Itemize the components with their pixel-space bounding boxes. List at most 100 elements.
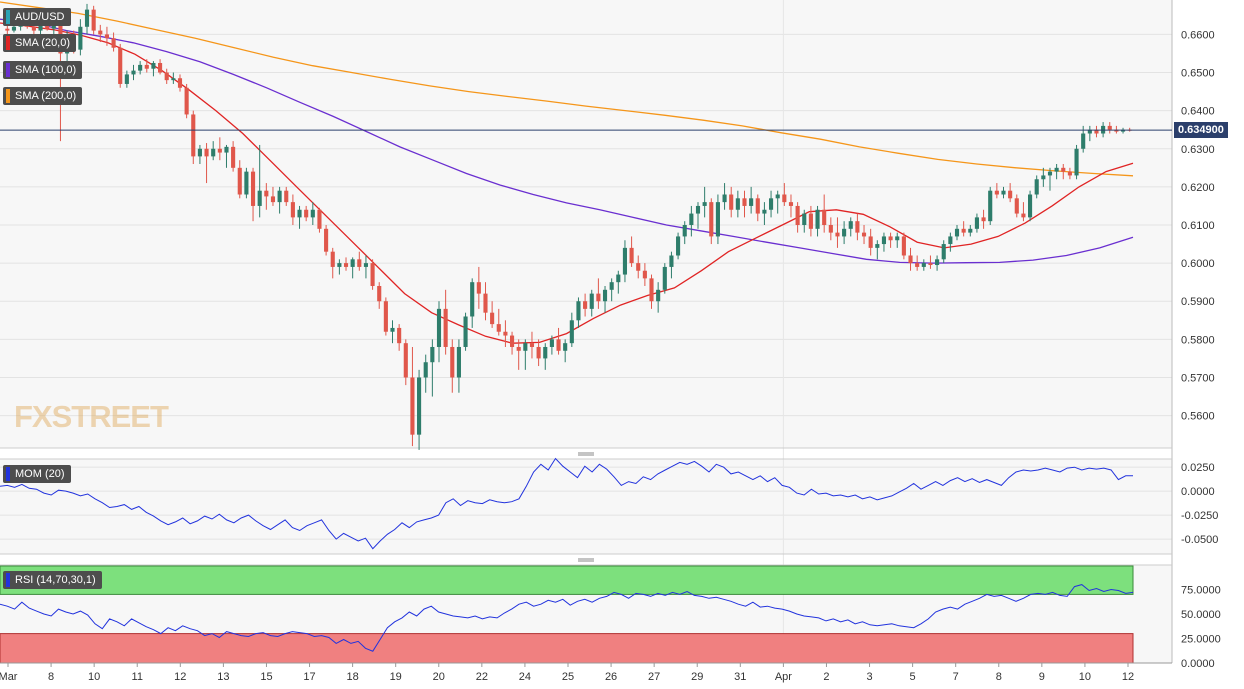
x-tick-label: 7: [953, 671, 959, 683]
candle-body-up: [689, 213, 694, 225]
candle-body-down: [808, 213, 813, 229]
candle-body-up: [417, 377, 422, 435]
x-tick-label: 2: [823, 671, 829, 683]
x-tick-label: 27: [648, 671, 660, 683]
candle-body-up: [456, 346, 461, 378]
candle-body-down: [1014, 198, 1019, 214]
candle-body-up: [1081, 133, 1086, 149]
candle-body-down: [901, 236, 906, 256]
candle-body-up: [277, 190, 282, 203]
candle-body-up: [84, 9, 90, 27]
candle-body-down: [928, 263, 933, 266]
candle-body-up: [768, 198, 774, 210]
price-panel-bg: [0, 0, 1172, 448]
candle-body-down: [5, 28, 10, 31]
candle-body-down: [330, 251, 335, 267]
candle-body-up: [935, 259, 940, 266]
candle-body-down: [729, 194, 734, 210]
candle-body-down: [377, 285, 382, 302]
candle-body-down: [483, 293, 488, 313]
candle-body-up: [563, 343, 568, 351]
candle-body-up: [921, 263, 926, 267]
x-tick-label: 8: [996, 671, 1002, 683]
candle-body-up: [968, 228, 973, 233]
candle-body-down: [1094, 129, 1099, 134]
candle-body-up: [523, 343, 528, 351]
candle-body-down: [410, 377, 415, 435]
candle-body-down: [868, 236, 873, 248]
candle-body-up: [1034, 179, 1039, 195]
x-axis-ticks: Mar 8 10 11 12 13 15 17 18 19 20 22 24 25 26 27 29 31 Apr 2…: [0, 663, 1134, 683]
candle-body-down: [177, 78, 183, 88]
candle-body-up: [842, 228, 847, 237]
price-tick-label: 0.6100: [1181, 220, 1215, 232]
sma200-label[interactable]: SMA (200,0): [3, 87, 83, 105]
price-tick-label: 0.5900: [1181, 296, 1215, 308]
x-tick-label: 26: [605, 671, 617, 683]
candle-body-down: [184, 87, 189, 115]
rsi-line: [0, 584, 1134, 652]
candle-body-down: [98, 30, 103, 35]
price-tick-label: 0.6000: [1181, 258, 1215, 270]
candle-body-down: [583, 301, 588, 309]
candle-body-up: [78, 26, 83, 50]
x-tick-label: 15: [260, 671, 272, 683]
candle-body-up: [602, 289, 608, 302]
candle-body-up: [257, 190, 262, 206]
mom-panel-bg: [0, 459, 1172, 554]
x-tick-label: 13: [217, 671, 229, 683]
candle-body-down: [636, 263, 641, 271]
price-tick-label: 0.5800: [1181, 334, 1215, 346]
candle-body-down: [828, 225, 833, 233]
price-tick-label: 0.5600: [1181, 411, 1215, 423]
candle-body-down: [403, 343, 408, 378]
mom-label-text: MOM (20): [15, 468, 65, 480]
candle-body-down: [596, 293, 601, 302]
current-price-tag: 0.634900: [1174, 122, 1228, 139]
candle-body-down: [516, 346, 521, 351]
candle-body-down: [111, 38, 116, 48]
candle-body-down: [317, 209, 322, 229]
mom-label[interactable]: MOM (20): [3, 465, 71, 483]
rsi-label[interactable]: RSI (14,70,30,1): [3, 571, 102, 589]
x-tick-label: Apr: [775, 671, 792, 683]
candle-body-up: [881, 236, 887, 245]
candle-body-up: [622, 247, 628, 275]
candle-body-down: [888, 236, 893, 241]
candle-body-down: [304, 209, 309, 218]
candle-body-down: [443, 308, 448, 347]
sma100-label[interactable]: SMA (100,0): [3, 61, 83, 79]
x-tick-label: Mar: [0, 671, 18, 683]
x-tick-label: 31: [734, 671, 746, 683]
candle-body-up: [1120, 129, 1126, 132]
candle-body-up: [423, 362, 428, 378]
candle-body-up: [609, 282, 614, 290]
candle-body-up: [549, 339, 554, 347]
candle-body-down: [237, 167, 242, 195]
candle-body-up: [1028, 194, 1033, 218]
rsi-tick-label: 25.0000: [1181, 634, 1221, 646]
sma20-label[interactable]: SMA (20,0): [3, 34, 77, 52]
candle-body-down: [284, 190, 289, 203]
candle-body-down: [1061, 167, 1066, 172]
x-tick-label: 8: [48, 671, 54, 683]
panel-resize-handle-1[interactable]: [578, 452, 594, 456]
candle-body-up: [1087, 129, 1092, 134]
rsi-label-text: RSI (14,70,30,1): [15, 574, 96, 586]
candle-body-up: [1054, 167, 1059, 172]
candle-body-down: [529, 343, 535, 347]
candle-body-down: [1008, 190, 1013, 199]
candle-body-down: [290, 202, 295, 218]
candle-body-down: [835, 232, 840, 237]
candle-body-down: [490, 312, 495, 325]
candle-body-up: [463, 316, 468, 347]
candle-body-down: [1021, 213, 1026, 218]
x-tick-label: 29: [691, 671, 703, 683]
candle-body-down: [915, 263, 920, 267]
panel-resize-handle-2[interactable]: [578, 558, 594, 562]
candle-body-up: [715, 202, 720, 237]
candle-body-up: [656, 289, 661, 302]
symbol-label[interactable]: AUD/USD: [3, 8, 71, 26]
candle-body-down: [231, 146, 236, 168]
candle-body-up: [1001, 190, 1006, 195]
